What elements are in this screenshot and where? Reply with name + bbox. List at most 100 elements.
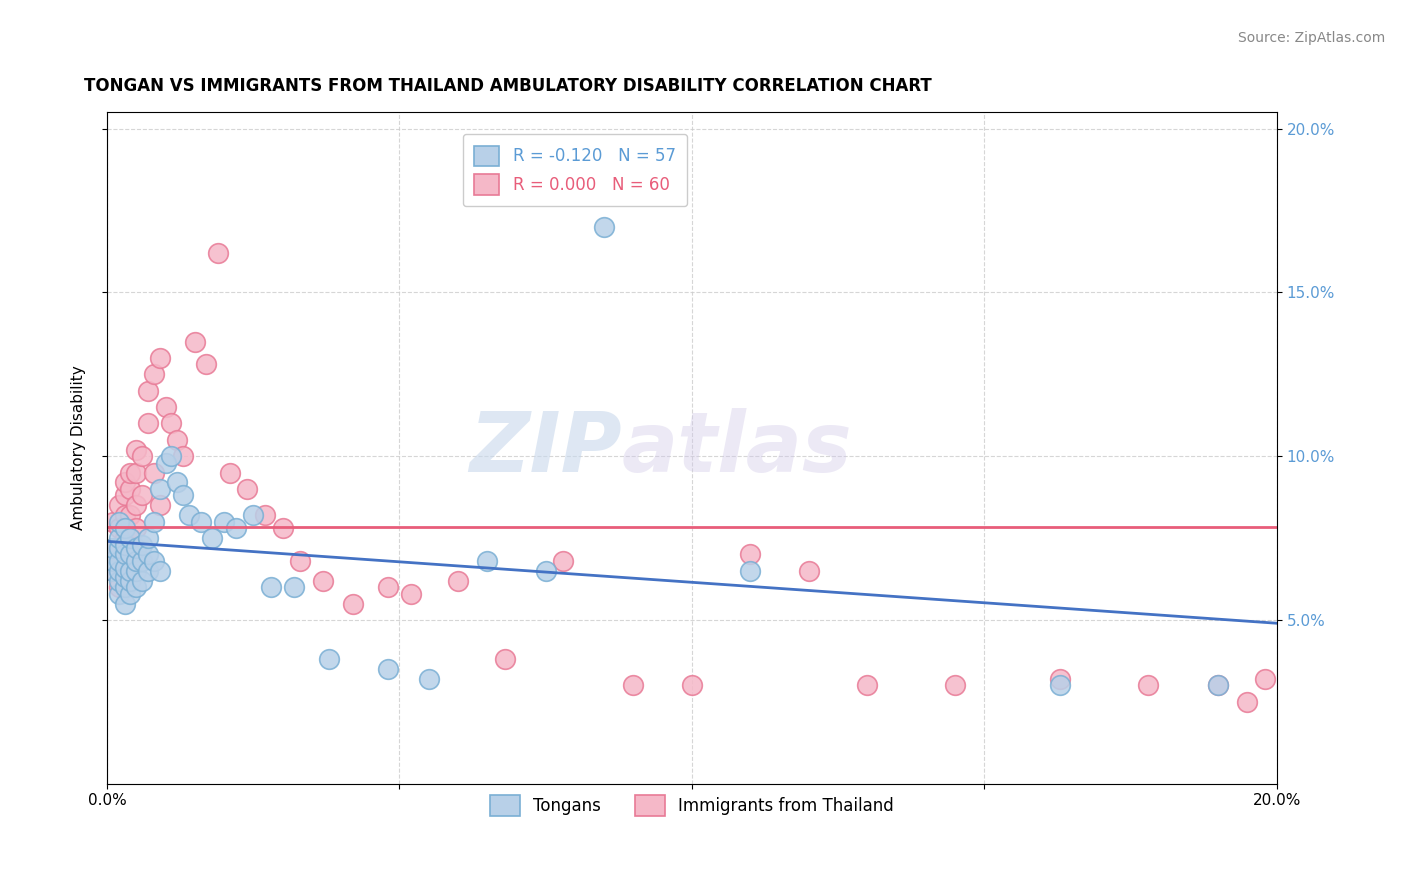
Point	[1206, 678, 1229, 692]
Point	[125, 499, 148, 513]
Point	[797, 564, 820, 578]
Point	[218, 466, 240, 480]
Point	[120, 482, 142, 496]
Point	[101, 515, 124, 529]
Point	[236, 482, 259, 496]
Point	[553, 554, 575, 568]
Point	[494, 652, 516, 666]
Point	[120, 531, 142, 545]
Point	[534, 564, 557, 578]
Point	[107, 521, 129, 535]
Point	[418, 672, 440, 686]
Point	[155, 400, 177, 414]
Point	[1236, 695, 1258, 709]
Point	[160, 417, 183, 431]
Point	[377, 662, 399, 676]
Point	[160, 449, 183, 463]
Point	[288, 554, 311, 568]
Point	[125, 541, 148, 555]
Point	[283, 580, 305, 594]
Point	[125, 564, 148, 578]
Point	[131, 538, 153, 552]
Point	[136, 384, 159, 398]
Point	[125, 521, 148, 535]
Point	[107, 531, 129, 545]
Point	[447, 574, 470, 588]
Point	[212, 515, 235, 529]
Point	[120, 466, 142, 480]
Point	[155, 456, 177, 470]
Point	[477, 554, 499, 568]
Point	[195, 358, 218, 372]
Point	[107, 587, 129, 601]
Point	[142, 515, 165, 529]
Point	[114, 548, 136, 562]
Point	[114, 554, 136, 568]
Point	[101, 554, 124, 568]
Point	[125, 442, 148, 457]
Point	[101, 541, 124, 555]
Point	[149, 564, 172, 578]
Point	[107, 499, 129, 513]
Point	[114, 560, 136, 574]
Text: atlas: atlas	[621, 408, 852, 489]
Point	[136, 564, 159, 578]
Point	[740, 548, 762, 562]
Point	[120, 587, 142, 601]
Point	[142, 368, 165, 382]
Point	[166, 433, 188, 447]
Point	[1254, 672, 1277, 686]
Point	[271, 521, 294, 535]
Point	[172, 488, 194, 502]
Point	[107, 541, 129, 555]
Point	[1049, 672, 1071, 686]
Point	[114, 538, 136, 552]
Point	[131, 449, 153, 463]
Point	[260, 580, 283, 594]
Point	[201, 531, 224, 545]
Text: Source: ZipAtlas.com: Source: ZipAtlas.com	[1237, 31, 1385, 45]
Point	[120, 508, 142, 523]
Point	[377, 580, 399, 594]
Point	[120, 574, 142, 588]
Point	[399, 587, 422, 601]
Point	[166, 475, 188, 490]
Point	[943, 678, 966, 692]
Point	[621, 678, 644, 692]
Legend: Tongans, Immigrants from Thailand: Tongans, Immigrants from Thailand	[484, 789, 900, 822]
Point	[1206, 678, 1229, 692]
Point	[342, 597, 364, 611]
Point	[207, 246, 229, 260]
Point	[120, 564, 142, 578]
Point	[125, 554, 148, 568]
Point	[190, 515, 212, 529]
Point	[149, 499, 172, 513]
Point	[114, 488, 136, 502]
Point	[177, 508, 200, 523]
Point	[107, 574, 129, 588]
Point	[593, 219, 616, 234]
Point	[120, 531, 142, 545]
Y-axis label: Ambulatory Disability: Ambulatory Disability	[72, 366, 86, 531]
Point	[681, 678, 703, 692]
Point	[114, 531, 136, 545]
Point	[107, 515, 129, 529]
Point	[131, 574, 153, 588]
Point	[114, 570, 136, 584]
Point	[101, 541, 124, 555]
Point	[131, 554, 153, 568]
Point	[253, 508, 276, 523]
Point	[136, 531, 159, 545]
Point	[136, 548, 159, 562]
Point	[149, 351, 172, 365]
Point	[131, 488, 153, 502]
Point	[101, 564, 124, 578]
Text: ZIP: ZIP	[470, 408, 621, 489]
Point	[125, 580, 148, 594]
Point	[107, 564, 129, 578]
Point	[136, 417, 159, 431]
Point	[312, 574, 335, 588]
Point	[107, 580, 129, 594]
Point	[114, 521, 136, 535]
Point	[856, 678, 879, 692]
